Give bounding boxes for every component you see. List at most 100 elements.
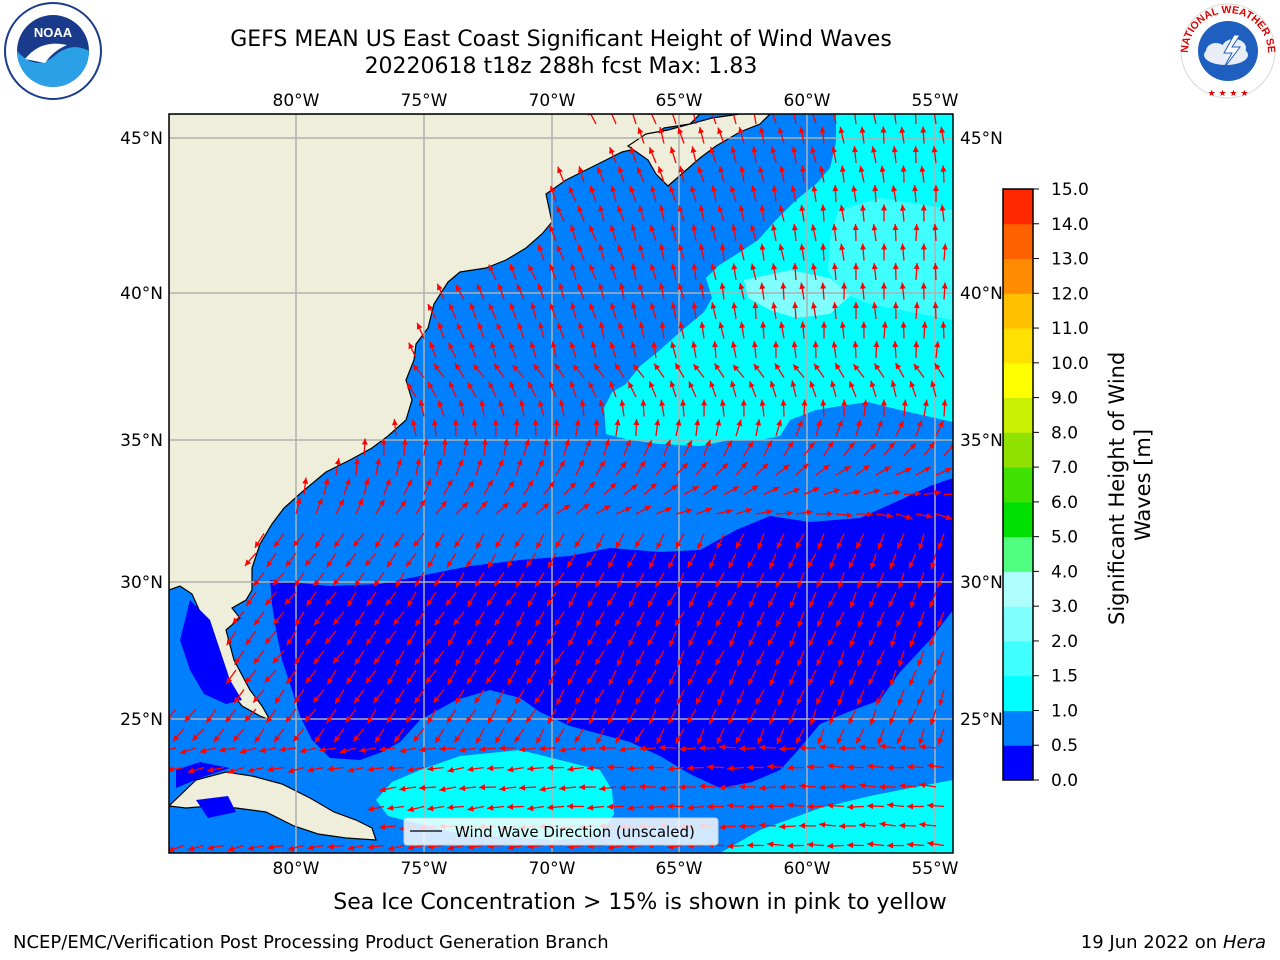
wave-direction-arrowhead — [698, 127, 705, 134]
wave-direction-arrowhead — [797, 581, 803, 589]
colorbar-label-line1: Significant Height of Wind — [1105, 352, 1129, 625]
wave-direction-arrowhead — [395, 697, 401, 705]
wave-direction-arrowhead — [707, 803, 713, 810]
wave-direction-arrowhead — [407, 638, 413, 646]
wave-direction-arrowhead — [633, 419, 640, 426]
wave-direction-arrowhead — [346, 677, 353, 685]
wave-direction-arrowhead — [789, 601, 796, 609]
wave-direction-arrowhead — [881, 204, 887, 211]
colorbar — [1002, 188, 1034, 781]
wave-direction-arrowhead — [253, 579, 260, 586]
wave-direction-arrowhead — [585, 439, 591, 447]
wave-direction-arrowhead — [719, 399, 726, 406]
wave-direction-arrowhead — [226, 638, 233, 646]
wave-direction-arrowhead — [406, 560, 412, 567]
colorbar-segment — [1003, 258, 1033, 294]
wave-direction-arrowhead — [694, 419, 701, 426]
wave-direction-arrowhead — [473, 364, 480, 371]
wave-direction-arrowhead — [717, 698, 723, 706]
wave-direction-arrowhead — [564, 439, 570, 446]
wave-direction-arrowhead — [827, 441, 834, 448]
wave-direction-arrowhead — [413, 735, 420, 742]
wave-direction-arrowhead — [347, 600, 354, 607]
wave-direction-arrowhead — [691, 224, 698, 231]
wave-direction-arrowhead — [379, 786, 386, 793]
wave-direction-arrowhead — [835, 363, 841, 370]
wave-direction-arrowhead — [519, 784, 526, 791]
wave-direction-arrowhead — [315, 541, 321, 548]
wave-direction-arrowhead — [811, 302, 817, 309]
wave-direction-arrowhead — [233, 735, 240, 742]
wave-direction-arrowhead — [715, 658, 722, 666]
wave-direction-arrowhead — [366, 638, 372, 645]
wave-direction-arrowhead — [849, 679, 855, 686]
wave-direction-arrowhead — [687, 561, 694, 568]
wave-direction-arrowhead — [467, 600, 474, 607]
wave-direction-arrowhead — [315, 736, 321, 743]
wave-direction-arrowhead — [385, 637, 392, 645]
wave-direction-arrowhead — [692, 486, 699, 492]
wave-direction-arrowhead — [394, 735, 401, 743]
wave-direction-arrowhead — [334, 458, 341, 465]
wave-direction-arrowhead — [669, 640, 675, 647]
wave-direction-arrowhead — [816, 581, 822, 588]
wave-direction-arrowhead — [847, 803, 854, 810]
wave-direction-arrowhead — [849, 601, 856, 609]
wave-direction-arrowhead — [547, 764, 553, 771]
wave-direction-arrowhead — [776, 619, 782, 627]
wave-direction-arrowhead — [891, 146, 898, 153]
wave-direction-arrowhead — [675, 419, 682, 426]
wave-direction-arrowhead — [294, 696, 300, 704]
wave-direction-arrowhead — [658, 204, 665, 212]
wave-direction-arrowhead — [831, 107, 837, 114]
wave-direction-arrowhead — [385, 598, 392, 606]
wave-direction-arrowhead — [516, 458, 523, 466]
wave-direction-arrowhead — [434, 657, 440, 665]
noaa-logo-text: NOAA — [34, 25, 73, 40]
wave-direction-arrowhead — [709, 562, 715, 569]
lat-label: 35°N — [960, 431, 1003, 451]
wave-direction-arrowhead — [909, 679, 915, 686]
wave-direction-arrowhead — [718, 322, 725, 329]
wave-direction-arrowhead — [649, 263, 656, 271]
wave-direction-arrowhead — [274, 540, 280, 548]
wave-direction-arrowhead — [676, 698, 683, 705]
wave-direction-arrowhead — [869, 718, 876, 726]
wave-direction-arrowhead — [843, 466, 851, 472]
colorbar-tick-label: 12.0 — [1051, 284, 1089, 304]
wave-direction-arrowhead — [589, 185, 596, 193]
wave-direction-arrowhead — [333, 618, 340, 625]
wave-direction-arrowhead — [726, 508, 733, 515]
wave-direction-arrowhead — [554, 579, 561, 587]
wave-direction-arrowhead — [849, 381, 855, 388]
wave-direction-arrowhead — [939, 126, 946, 134]
wave-direction-arrowhead — [887, 842, 893, 849]
wave-direction-arrowhead — [699, 321, 706, 328]
wave-direction-arrowhead — [888, 600, 894, 608]
wave-direction-arrowhead — [669, 186, 675, 193]
wave-direction-arrowhead — [780, 282, 787, 289]
wave-direction-arrowhead — [599, 745, 605, 752]
wave-direction-arrowhead — [802, 463, 809, 470]
run-host: Hera — [1222, 932, 1266, 953]
wave-direction-arrowhead — [619, 282, 625, 290]
wave-direction-arrowhead — [527, 805, 534, 812]
wave-direction-arrowhead — [732, 486, 740, 493]
wave-direction-arrowhead — [700, 461, 707, 469]
wave-direction-arrowhead — [890, 380, 897, 387]
wave-direction-arrowhead — [757, 737, 763, 745]
wave-direction-arrowhead — [719, 784, 726, 791]
wave-direction-arrowhead — [677, 659, 683, 667]
wave-direction-arrowhead — [870, 146, 877, 153]
wave-direction-arrowhead — [597, 166, 603, 174]
wave-direction-arrowhead — [721, 463, 729, 470]
wave-direction-arrowhead — [265, 598, 272, 606]
wave-direction-arrowhead — [697, 542, 703, 550]
wave-direction-arrowhead — [286, 677, 293, 684]
wave-direction-arrowhead — [667, 765, 674, 772]
wave-direction-arrowhead — [917, 698, 923, 706]
wave-direction-arrowhead — [627, 805, 634, 811]
wave-direction-arrowhead — [219, 746, 226, 753]
wave-direction-arrowhead — [275, 697, 281, 704]
wave-direction-arrowhead — [821, 321, 827, 328]
